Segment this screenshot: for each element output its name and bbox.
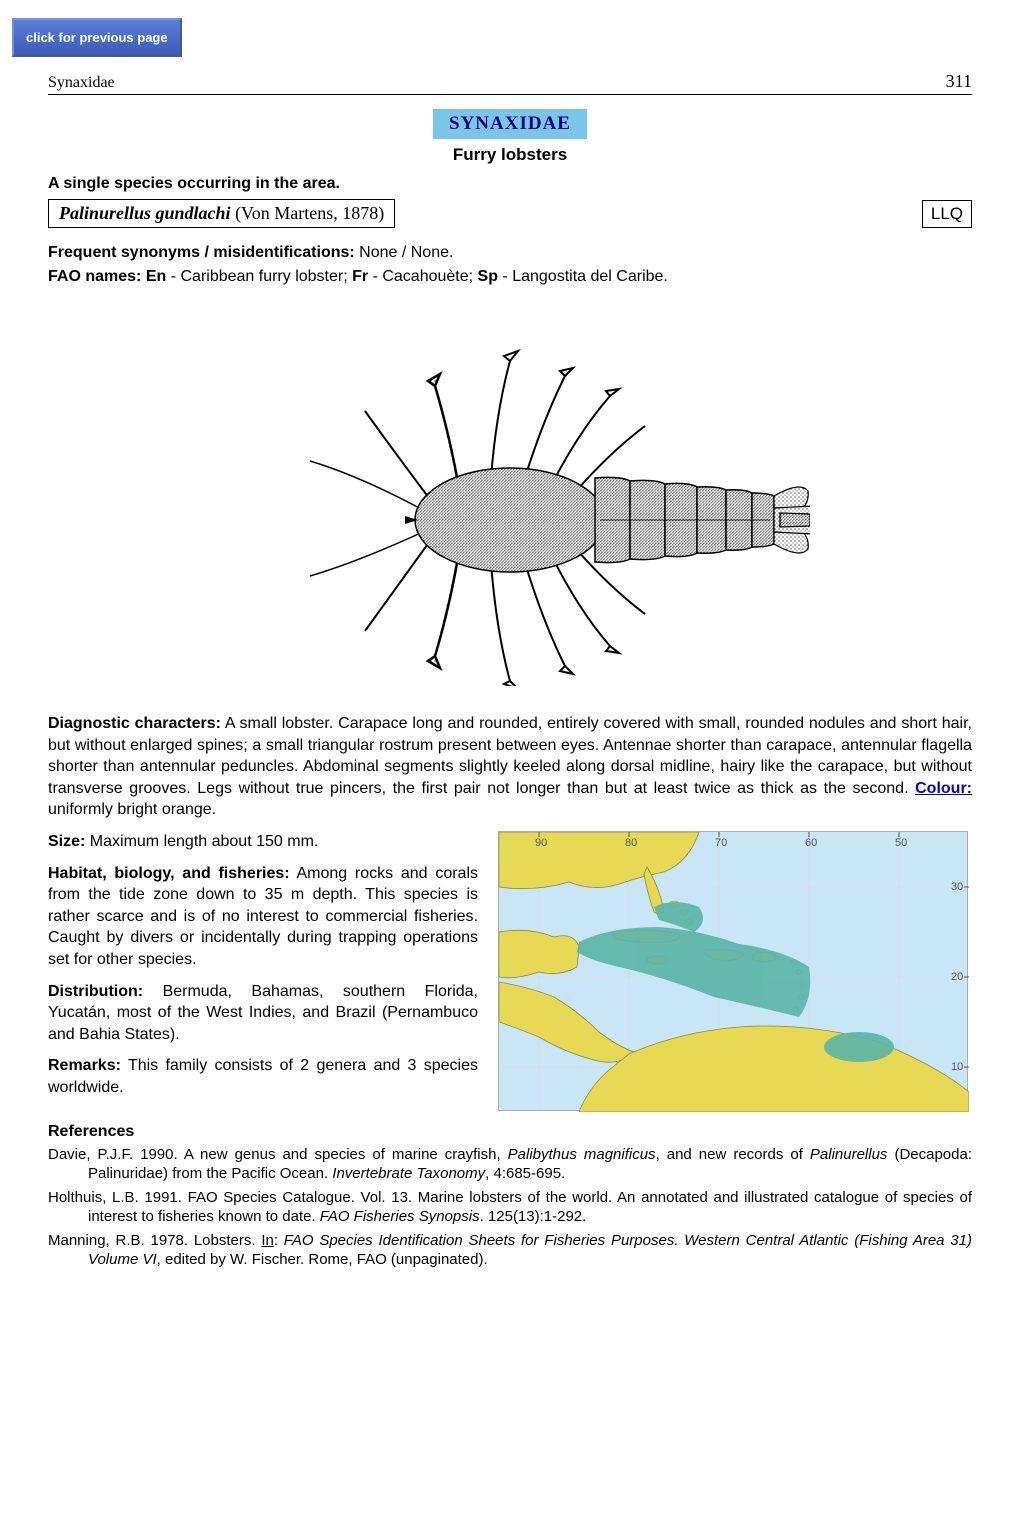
- ref3-text1: Lobsters.: [194, 1232, 262, 1249]
- habitat-label: Habitat, biology, and fisheries:: [48, 865, 290, 882]
- ref1-italic1: Palibythus magnificus: [508, 1146, 656, 1163]
- map-lat-20: 20: [951, 971, 963, 983]
- reference-2: Holthuis, L.B. 1991. FAO Species Catalog…: [48, 1188, 972, 1227]
- species-illustration: [48, 316, 972, 691]
- map-lon-60: 60: [805, 837, 817, 849]
- header-family: Synaxidae: [48, 74, 115, 92]
- colour-link[interactable]: Colour:: [915, 780, 972, 797]
- ref3-text3: , edited by W. Fischer. Rome, FAO (unpag…: [157, 1251, 488, 1268]
- family-heading: SYNAXIDAE: [48, 109, 972, 139]
- fr-name: - Cacahouète;: [368, 268, 477, 285]
- header-rule: [48, 94, 972, 95]
- fr-label: Fr: [352, 268, 368, 285]
- species-code: LLQ: [922, 200, 972, 228]
- species-binomial: Palinurellus gundlachi: [59, 203, 231, 223]
- ref3-underline1: In: [261, 1232, 274, 1249]
- ref1-italic2: Palinurellus: [810, 1146, 888, 1163]
- en-name: - Caribbean furry lobster;: [166, 268, 352, 285]
- ref1-text1: A new genus and species of marine crayfi…: [184, 1146, 508, 1163]
- fao-label: FAO names:: [48, 268, 146, 285]
- distribution-paragraph: Distribution: Bermuda, Bahamas, southern…: [48, 981, 478, 1046]
- habitat-paragraph: Habitat, biology, and fisheries: Among r…: [48, 863, 478, 971]
- distribution-map: 90 80 70 60 50 30 20 10: [498, 831, 968, 1111]
- family-name-badge: SYNAXIDAE: [433, 109, 587, 139]
- ref2-author: Holthuis, L.B. 1991.: [48, 1189, 188, 1206]
- map-lon-90: 90: [535, 837, 547, 849]
- species-authority: (Von Martens, 1878): [231, 203, 385, 223]
- reference-1: Davie, P.J.F. 1990. A new genus and spec…: [48, 1145, 972, 1184]
- synonyms-label: Frequent synonyms / misidentifications:: [48, 244, 355, 261]
- header-page-number: 311: [946, 71, 972, 92]
- fao-names-line: FAO names: En - Caribbean furry lobster;…: [48, 268, 972, 286]
- single-species-note: A single species occurring in the area.: [48, 175, 972, 193]
- size-paragraph: Size: Maximum length about 150 mm.: [48, 831, 478, 853]
- remarks-label: Remarks:: [48, 1057, 121, 1074]
- previous-page-button[interactable]: click for previous page: [12, 18, 182, 57]
- ref2-italic1: FAO Fisheries Synopsis: [320, 1208, 480, 1225]
- references-heading: References: [48, 1123, 972, 1141]
- ref2-text2: . 125(13):1-292.: [480, 1208, 587, 1225]
- ref1-text4: , 4:685-695.: [485, 1165, 565, 1182]
- ref1-author: Davie, P.J.F. 1990.: [48, 1146, 184, 1163]
- en-label: En: [146, 268, 166, 285]
- colour-text: uniformly bright orange.: [48, 801, 216, 818]
- species-box: Palinurellus gundlachi (Von Martens, 187…: [48, 199, 395, 228]
- reference-3: Manning, R.B. 1978. Lobsters. In: FAO Sp…: [48, 1231, 972, 1270]
- size-text: Maximum length about 150 mm.: [85, 833, 318, 850]
- sp-name: - Langostita del Caribe.: [498, 268, 668, 285]
- sp-label: Sp: [478, 268, 498, 285]
- ref1-text2: , and new records of: [656, 1146, 810, 1163]
- map-lon-70: 70: [715, 837, 727, 849]
- page-header: Synaxidae 311: [0, 61, 1020, 94]
- size-label: Size:: [48, 833, 85, 850]
- diagnostic-label: Diagnostic characters:: [48, 715, 221, 732]
- diagnostic-paragraph: Diagnostic characters: A small lobster. …: [48, 713, 972, 821]
- species-row: Palinurellus gundlachi (Von Martens, 187…: [48, 199, 972, 228]
- map-lat-10: 10: [951, 1061, 963, 1073]
- ref3-author: Manning, R.B. 1978.: [48, 1232, 194, 1249]
- map-lat-30: 30: [951, 881, 963, 893]
- common-name: Furry lobsters: [48, 145, 972, 165]
- lobster-drawing: [210, 316, 810, 686]
- remarks-paragraph: Remarks: This family consists of 2 gener…: [48, 1055, 478, 1098]
- synonyms-line: Frequent synonyms / misidentifications: …: [48, 244, 972, 262]
- ref1-italic3: Invertebrate Taxonomy: [332, 1165, 485, 1182]
- map-lon-50: 50: [895, 837, 907, 849]
- distribution-label: Distribution:: [48, 983, 143, 1000]
- ref3-text2: :: [274, 1232, 284, 1249]
- map-lon-80: 80: [625, 837, 637, 849]
- synonyms-text: None / None.: [355, 244, 454, 261]
